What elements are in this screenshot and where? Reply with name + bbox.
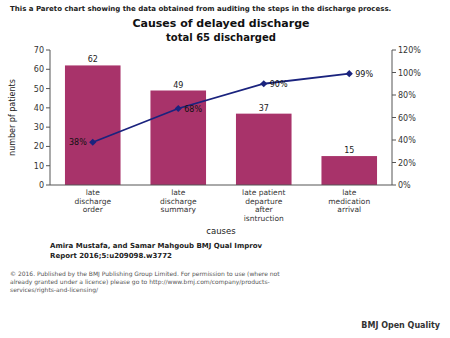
- y2-tick-label: 40%: [398, 136, 416, 145]
- top-text: This a Pareto chart showing the data obt…: [10, 5, 391, 13]
- y-tick: [46, 69, 50, 70]
- line-label: 68%: [184, 105, 202, 114]
- y-tick: [46, 127, 50, 128]
- marker: [260, 80, 267, 87]
- y2-tick-label: 100%: [398, 69, 421, 78]
- y2-tick: [392, 185, 396, 186]
- y-label: number pf patients: [8, 79, 17, 156]
- y-tick-label: 70: [34, 46, 44, 55]
- bar: [321, 156, 377, 185]
- y2-tick: [392, 117, 396, 118]
- y-tick: [46, 107, 50, 108]
- bar: [236, 114, 292, 185]
- y-tick: [46, 50, 50, 51]
- y2-tick-label: 120%: [398, 46, 421, 55]
- marker: [175, 105, 182, 112]
- x-tick-label: late patientdepartureafterisntruction: [242, 188, 285, 223]
- subtitle: total 65 discharged: [166, 32, 276, 43]
- y2-tick: [392, 162, 396, 163]
- y-tick: [46, 146, 50, 147]
- citation: Amira Mustafa, and Samar Mahgoub BMJ Qua…: [50, 242, 263, 250]
- y-tick: [46, 88, 50, 89]
- y2-tick-label: 80%: [398, 91, 416, 100]
- y-tick-label: 40: [34, 104, 44, 113]
- y2-tick: [392, 50, 396, 51]
- y-tick-label: 60: [34, 65, 44, 74]
- footer: © 2016. Published by the BMJ Publishing …: [10, 270, 280, 294]
- title: Causes of delayed discharge: [132, 17, 309, 30]
- x-tick-label: latedischargesummary: [160, 188, 197, 214]
- y2-tick: [392, 95, 396, 96]
- bar: [65, 65, 121, 185]
- y-tick-label: 20: [34, 142, 44, 151]
- bar: [150, 91, 206, 186]
- y-tick: [46, 185, 50, 186]
- y-tick-label: 50: [34, 85, 44, 94]
- bar-label: 62: [88, 55, 98, 64]
- line-label: 38%: [69, 138, 87, 147]
- y-tick: [46, 165, 50, 166]
- bar-label: 49: [173, 81, 183, 90]
- y2-tick-label: 20%: [398, 159, 416, 168]
- x-label: causes: [206, 226, 236, 236]
- x-tick-label: latedischargeorder: [74, 188, 111, 214]
- y-tick-label: 30: [34, 123, 44, 132]
- bar-label: 15: [344, 146, 354, 155]
- line-label: 90%: [270, 80, 288, 89]
- y-tick-label: 0: [39, 181, 44, 190]
- x-axis: [50, 185, 392, 186]
- y-axis: [50, 50, 51, 185]
- y2-tick-label: 60%: [398, 114, 416, 123]
- bar-label: 37: [259, 104, 269, 113]
- y2-tick: [392, 72, 396, 73]
- marker: [346, 70, 353, 77]
- chart: This a Pareto chart showing the data obt…: [0, 0, 450, 338]
- x-tick-label: latemedicationarrival: [328, 188, 370, 214]
- citation: Report 2016;5:u209098.w3772: [50, 252, 172, 260]
- line-label: 99%: [355, 70, 373, 79]
- journal-name: BMJ Open Quality: [361, 321, 440, 330]
- line: [93, 74, 350, 143]
- y-tick-label: 10: [34, 162, 44, 171]
- y2-tick-label: 0%: [398, 181, 411, 190]
- plot-area: [65, 65, 377, 185]
- marker: [89, 139, 96, 146]
- y2-tick: [392, 140, 396, 141]
